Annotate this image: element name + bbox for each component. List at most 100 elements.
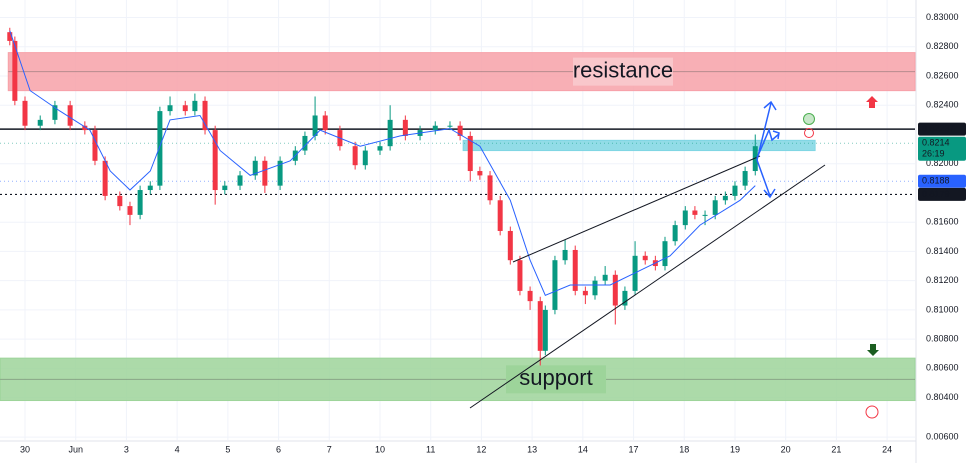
- zone: [0, 357, 916, 402]
- projection-arrows: [756, 100, 780, 199]
- candle-body: [387, 119, 393, 147]
- y-tick-label: 0.82800: [926, 41, 959, 51]
- plot: [0, 27, 915, 366]
- x-tick-label: 21: [831, 444, 841, 454]
- wedge-upper: [512, 155, 761, 263]
- candle-body: [212, 130, 218, 191]
- candle-body: [37, 119, 43, 126]
- x-tick-label: 24: [882, 444, 892, 454]
- candle-body: [202, 100, 208, 131]
- x-tick-label: 12: [476, 444, 486, 454]
- y-tick-label: 0.80600: [926, 363, 959, 373]
- x-tick-label: 5: [225, 444, 230, 454]
- y-tick-label: 0.82000: [926, 158, 959, 168]
- price-tag: [918, 136, 966, 161]
- x-tick-label: 10: [375, 444, 385, 454]
- candle-body: [22, 100, 28, 126]
- candle-body: [582, 290, 588, 296]
- candle-body: [537, 301, 543, 351]
- zone: [462, 139, 816, 152]
- candle-body: [682, 210, 688, 226]
- x-tick-label: 18: [679, 444, 689, 454]
- price-tag-label: 0.8188: [922, 176, 950, 186]
- candle-body: [102, 160, 108, 196]
- x-tick-label: 6: [276, 444, 281, 454]
- up-icon: [866, 96, 878, 108]
- candle-body: [12, 40, 18, 101]
- y-tick-label: 0.81200: [926, 275, 959, 285]
- candle-body: [312, 115, 318, 136]
- candle-body: [622, 290, 628, 306]
- x-tick-label: 4: [175, 444, 180, 454]
- y-tick-label: 0.80400: [926, 392, 959, 402]
- candle-body: [167, 105, 173, 112]
- candle-body: [192, 100, 198, 112]
- candle-body: [457, 125, 463, 136]
- candle-body: [712, 200, 718, 215]
- y-tick-label: 0.82600: [926, 70, 959, 80]
- y-tick-label: 0.81000: [926, 304, 959, 314]
- zone-label: resistance: [573, 57, 673, 82]
- price-tag: [918, 174, 966, 188]
- candle-body: [467, 135, 473, 172]
- y-tick-label: 0.82400: [926, 100, 959, 110]
- candle-body: [92, 130, 98, 161]
- stop-circle: [804, 128, 814, 138]
- candle-body: [157, 111, 163, 186]
- candle-body: [277, 160, 283, 186]
- x-tick-label: 11: [426, 444, 435, 454]
- x-tick-label: 3: [124, 444, 129, 454]
- arrow-mid: [756, 127, 780, 159]
- candle-body: [517, 260, 523, 291]
- drawings: [469, 155, 826, 409]
- candle-body: [552, 260, 558, 310]
- candle-body: [82, 125, 88, 131]
- candle-body: [562, 249, 568, 261]
- candle-body: [642, 255, 648, 261]
- zone: [7, 52, 916, 92]
- candle-body: [252, 160, 258, 176]
- price-tag-label: 0.8179: [922, 189, 950, 199]
- arrow-down: [756, 159, 776, 199]
- candle-body: [222, 185, 228, 191]
- zone-label: support: [519, 365, 592, 390]
- price-tag-label: 0.82237: [922, 123, 955, 133]
- candle-body: [572, 249, 578, 291]
- candle-body: [432, 125, 438, 131]
- x-tick-label: 17: [629, 444, 639, 454]
- candle-body: [477, 171, 483, 176]
- candle-body: [237, 175, 243, 186]
- candle-body: [592, 280, 598, 296]
- candle-body: [602, 274, 608, 281]
- y-tick-label: 0.80800: [926, 334, 959, 344]
- candle-body: [702, 214, 708, 216]
- candle-body: [7, 32, 13, 41]
- flag-icon: [865, 405, 879, 419]
- wedge-lower: [469, 164, 826, 409]
- y-tick-label: 0.00600: [926, 431, 959, 441]
- candle-body: [742, 171, 748, 186]
- candle-body: [542, 309, 548, 351]
- down-icon: [867, 344, 879, 356]
- price-tag: [918, 122, 966, 136]
- y-tick-label: 0.83000: [926, 12, 959, 22]
- candle-body: [322, 115, 328, 131]
- candle-body: [722, 195, 728, 201]
- candle-body: [692, 210, 698, 215]
- candle-body: [752, 146, 758, 172]
- candle-body: [672, 225, 678, 242]
- candle-body: [662, 241, 668, 267]
- countdown-label: 26:19: [922, 149, 945, 159]
- candle-body: [402, 119, 408, 136]
- candle-body: [612, 274, 618, 306]
- candle-body: [507, 230, 513, 261]
- candle-body: [732, 185, 738, 196]
- candle-body: [527, 290, 533, 302]
- price-tag: [918, 187, 966, 201]
- y-tick-label: 0.81600: [926, 217, 959, 227]
- zone-label-bg: [506, 365, 606, 394]
- x-tick-label: 19: [730, 444, 740, 454]
- candle-body: [147, 185, 153, 191]
- zones: resistance support: [0, 52, 916, 402]
